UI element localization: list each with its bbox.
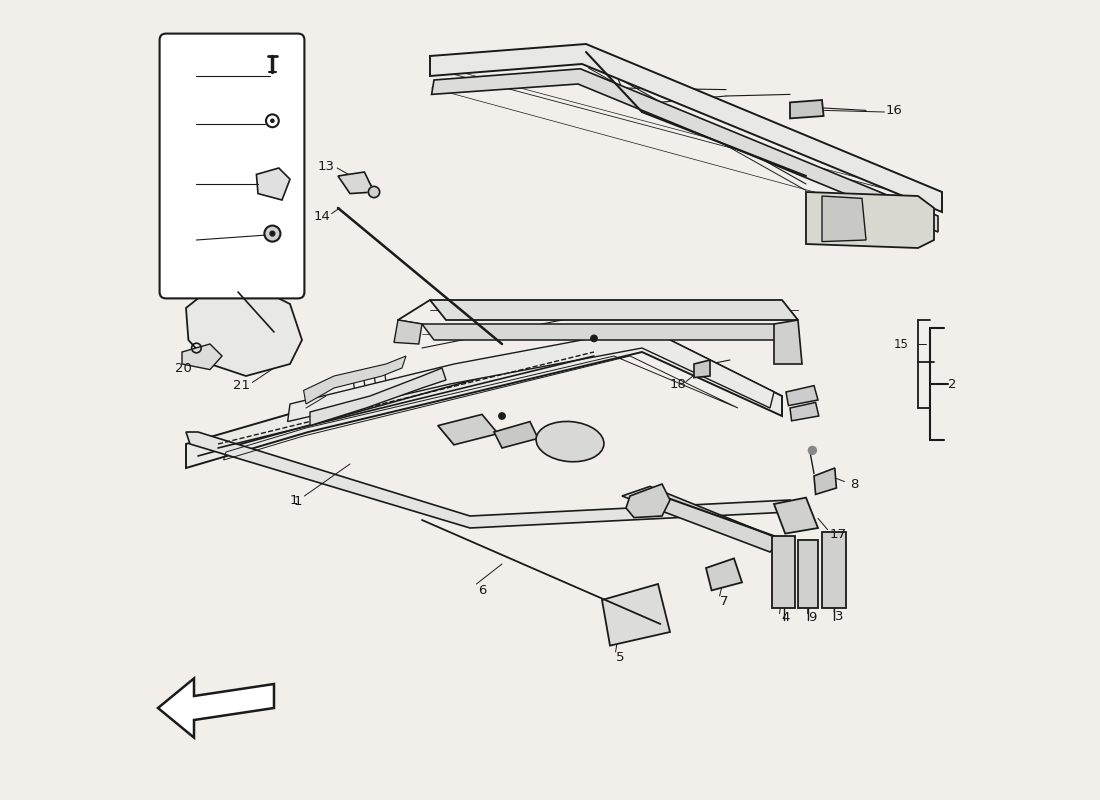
Text: 7: 7	[720, 595, 728, 608]
Circle shape	[368, 186, 379, 198]
Polygon shape	[186, 328, 782, 468]
Text: 4: 4	[781, 611, 790, 624]
Text: 17: 17	[829, 528, 847, 541]
Text: 14: 14	[314, 210, 330, 222]
Polygon shape	[621, 486, 782, 552]
Text: 8: 8	[850, 478, 858, 490]
Polygon shape	[304, 356, 406, 404]
Polygon shape	[186, 432, 790, 528]
Polygon shape	[494, 422, 538, 448]
Text: 18: 18	[670, 378, 686, 391]
Polygon shape	[706, 558, 743, 590]
FancyBboxPatch shape	[160, 34, 305, 298]
Polygon shape	[430, 300, 798, 320]
Polygon shape	[338, 172, 374, 194]
Circle shape	[271, 119, 274, 122]
Ellipse shape	[536, 422, 604, 462]
Circle shape	[264, 226, 280, 242]
Polygon shape	[790, 402, 818, 421]
Text: 10: 10	[172, 178, 189, 190]
Text: 5: 5	[616, 651, 625, 664]
Polygon shape	[822, 196, 866, 242]
Circle shape	[270, 231, 275, 236]
Text: 21: 21	[233, 379, 251, 392]
Polygon shape	[790, 100, 824, 118]
Text: 13: 13	[318, 160, 334, 173]
Polygon shape	[438, 414, 498, 445]
Polygon shape	[158, 678, 274, 738]
Text: 3: 3	[835, 610, 844, 622]
Text: 6: 6	[477, 584, 486, 597]
Circle shape	[591, 335, 597, 342]
Polygon shape	[431, 69, 938, 232]
Polygon shape	[186, 276, 302, 376]
Polygon shape	[430, 44, 942, 212]
Text: 19: 19	[172, 118, 189, 130]
Circle shape	[498, 413, 505, 419]
Text: 12: 12	[172, 70, 189, 82]
Text: 1: 1	[294, 495, 302, 508]
Polygon shape	[694, 360, 710, 378]
Polygon shape	[626, 484, 670, 518]
Text: 20: 20	[175, 362, 192, 374]
Text: 16: 16	[886, 104, 902, 117]
Polygon shape	[774, 498, 818, 534]
Polygon shape	[256, 168, 290, 200]
Polygon shape	[310, 368, 446, 426]
Polygon shape	[394, 320, 422, 344]
Polygon shape	[798, 540, 818, 608]
Text: 11: 11	[172, 234, 189, 246]
Polygon shape	[774, 320, 802, 364]
Polygon shape	[182, 344, 222, 370]
Text: 2: 2	[947, 378, 956, 390]
Text: 1: 1	[289, 494, 298, 506]
Polygon shape	[814, 468, 836, 494]
Polygon shape	[422, 324, 786, 340]
Polygon shape	[786, 386, 818, 406]
Polygon shape	[806, 192, 934, 248]
Polygon shape	[822, 532, 846, 608]
Circle shape	[808, 446, 816, 454]
Polygon shape	[602, 584, 670, 646]
Polygon shape	[287, 328, 774, 422]
Text: 15: 15	[893, 338, 909, 350]
Polygon shape	[772, 536, 795, 608]
Text: 9: 9	[808, 611, 816, 624]
